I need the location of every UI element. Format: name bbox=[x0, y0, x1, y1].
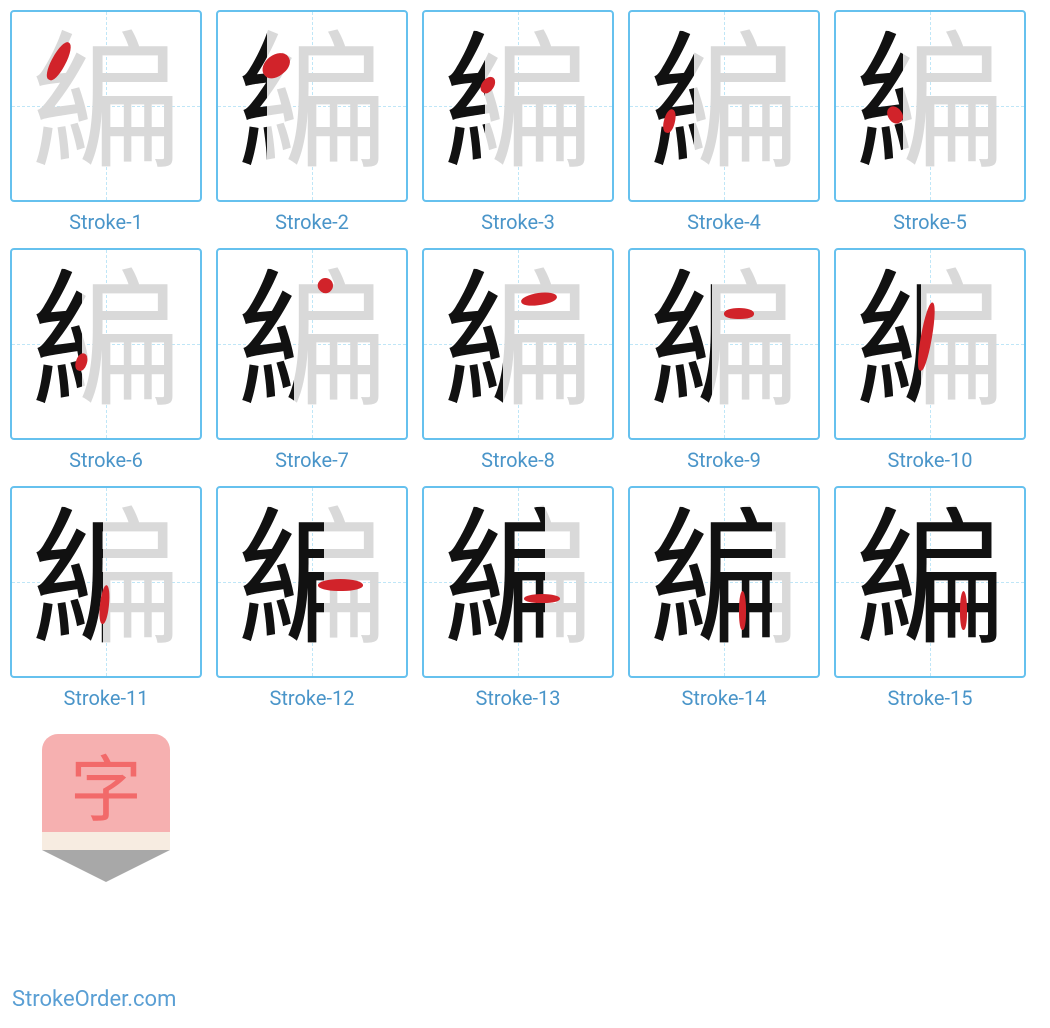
stroke-caption: Stroke-6 bbox=[69, 448, 143, 472]
stroke-tile: 編編 bbox=[834, 248, 1026, 440]
stroke-tile: 編編 bbox=[834, 486, 1026, 678]
glyph-stack: 編編 bbox=[31, 31, 181, 181]
glyph-stack: 編編 bbox=[443, 507, 593, 657]
current-stroke-accent bbox=[524, 594, 560, 603]
glyph-built: 編 bbox=[237, 507, 387, 657]
logo-top: 字 bbox=[42, 734, 170, 832]
glyph-built: 編 bbox=[443, 507, 593, 657]
stroke-tile: 編編 bbox=[10, 10, 202, 202]
stroke-tile: 編編 bbox=[422, 10, 614, 202]
stroke-tile: 編編 bbox=[628, 248, 820, 440]
glyph-built: 編 bbox=[31, 507, 181, 657]
stroke-cell: 編編 Stroke-3 bbox=[422, 10, 614, 234]
current-stroke-accent bbox=[318, 579, 363, 591]
stroke-caption: Stroke-14 bbox=[682, 686, 767, 710]
glyph-built: 編 bbox=[855, 31, 1005, 181]
stroke-caption: Stroke-11 bbox=[64, 686, 149, 710]
stroke-tile: 編編 bbox=[10, 248, 202, 440]
glyph-built: 編 bbox=[649, 31, 799, 181]
stroke-tile: 編編 bbox=[834, 10, 1026, 202]
glyph-stack: 編編 bbox=[237, 507, 387, 657]
stroke-caption: Stroke-2 bbox=[275, 210, 349, 234]
stroke-caption: Stroke-15 bbox=[888, 686, 973, 710]
glyph-stack: 編編 bbox=[31, 269, 181, 419]
stroke-caption: Stroke-8 bbox=[481, 448, 555, 472]
stroke-cell: 編編 Stroke-8 bbox=[422, 248, 614, 472]
stroke-cell: 編編 Stroke-13 bbox=[422, 486, 614, 710]
current-stroke-accent bbox=[739, 591, 747, 630]
glyph-stack: 編編 bbox=[855, 507, 1005, 657]
stroke-caption: Stroke-12 bbox=[270, 686, 355, 710]
glyph-stack: 編編 bbox=[649, 269, 799, 419]
stroke-cell: 編編 Stroke-5 bbox=[834, 10, 1026, 234]
glyph-built: 編 bbox=[855, 507, 1005, 657]
glyph-built: 編 bbox=[31, 31, 181, 181]
stroke-cell: 編編 Stroke-14 bbox=[628, 486, 820, 710]
stroke-tile: 編編 bbox=[628, 10, 820, 202]
logo-char: 字 bbox=[70, 731, 142, 836]
stroke-cell: 編編 Stroke-10 bbox=[834, 248, 1026, 472]
stroke-tile: 編編 bbox=[422, 248, 614, 440]
glyph-built: 編 bbox=[237, 31, 387, 181]
logo-cell: 字 bbox=[10, 724, 202, 916]
glyph-stack: 編編 bbox=[649, 507, 799, 657]
stroke-cell: 編編 Stroke-2 bbox=[216, 10, 408, 234]
stroke-tile: 編編 bbox=[216, 10, 408, 202]
stroke-caption: Stroke-13 bbox=[476, 686, 561, 710]
current-stroke-accent bbox=[960, 591, 968, 630]
stroke-caption: Stroke-5 bbox=[893, 210, 967, 234]
stroke-caption: Stroke-3 bbox=[481, 210, 555, 234]
glyph-built: 編 bbox=[649, 269, 799, 419]
stroke-tile: 編編 bbox=[422, 486, 614, 678]
glyph-built: 編 bbox=[443, 31, 593, 181]
stroke-caption: Stroke-4 bbox=[687, 210, 761, 234]
stroke-caption: Stroke-1 bbox=[69, 210, 143, 234]
glyph-stack: 編編 bbox=[855, 31, 1005, 181]
glyph-stack: 編編 bbox=[237, 269, 387, 419]
glyph-stack: 編編 bbox=[443, 31, 593, 181]
stroke-tile: 編編 bbox=[10, 486, 202, 678]
stroke-caption: Stroke-9 bbox=[687, 448, 761, 472]
stroke-cell: 編編 Stroke-6 bbox=[10, 248, 202, 472]
stroke-cell: 編編 Stroke-12 bbox=[216, 486, 408, 710]
logo-tip bbox=[42, 850, 170, 882]
glyph-stack: 編編 bbox=[649, 31, 799, 181]
stroke-tile: 編編 bbox=[216, 248, 408, 440]
glyph-stack: 編編 bbox=[443, 269, 593, 419]
current-stroke-accent bbox=[724, 308, 754, 319]
glyph-stack: 編編 bbox=[237, 31, 387, 181]
stroke-cell: 編編 Stroke-4 bbox=[628, 10, 820, 234]
glyph-built: 編 bbox=[31, 269, 181, 419]
site-logo: 字 bbox=[42, 734, 170, 882]
stroke-caption: Stroke-10 bbox=[888, 448, 973, 472]
glyph-stack: 編編 bbox=[855, 269, 1005, 419]
watermark: StrokeOrder.com bbox=[12, 987, 176, 1012]
glyph-built: 編 bbox=[443, 269, 593, 419]
glyph-stack: 編編 bbox=[31, 507, 181, 657]
logo-wrap: 字 bbox=[10, 724, 202, 916]
stroke-cell: 編編 Stroke-11 bbox=[10, 486, 202, 710]
stroke-tile: 編編 bbox=[628, 486, 820, 678]
glyph-built: 編 bbox=[237, 269, 387, 419]
stroke-cell: 編編 Stroke-9 bbox=[628, 248, 820, 472]
stroke-grid: 編編Stroke-1編編Stroke-2編編Stroke-3編編Stroke-4… bbox=[10, 10, 1040, 916]
stroke-cell: 編編 Stroke-7 bbox=[216, 248, 408, 472]
stroke-caption: Stroke-7 bbox=[275, 448, 349, 472]
stroke-cell: 編編 Stroke-15 bbox=[834, 486, 1026, 710]
stroke-cell: 編編 Stroke-1 bbox=[10, 10, 202, 234]
stroke-tile: 編編 bbox=[216, 486, 408, 678]
glyph-built: 編 bbox=[649, 507, 799, 657]
